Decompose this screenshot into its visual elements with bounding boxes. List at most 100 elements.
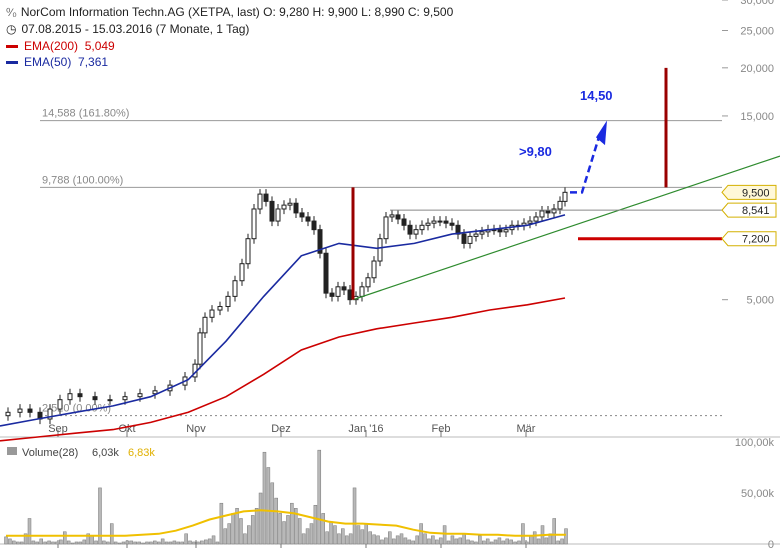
- volume-legend-value: 6,03k: [92, 447, 119, 459]
- volume-bar: [223, 528, 228, 545]
- volume-bar: [254, 508, 259, 545]
- x-tick-label: Mär: [517, 423, 536, 435]
- volume-bar: [423, 533, 427, 545]
- volume-bar: [427, 538, 431, 545]
- candle-body: [275, 208, 281, 222]
- volume-bar: [482, 540, 486, 545]
- candle-body: [551, 208, 557, 214]
- volume-bar: [184, 533, 188, 545]
- volume-bar: [411, 540, 416, 545]
- volume-bar: [133, 541, 137, 545]
- volume-bar: [82, 539, 87, 545]
- candle-body: [293, 202, 299, 214]
- candle-body: [305, 216, 311, 222]
- volume-bar: [384, 537, 388, 545]
- volume-bar: [564, 528, 568, 545]
- volume-legend-icon: [7, 447, 17, 455]
- candle-body: [383, 216, 389, 240]
- candle-body: [152, 390, 158, 395]
- volume-bar: [344, 535, 349, 545]
- volume-bar: [262, 451, 267, 545]
- volume-bar: [329, 521, 333, 545]
- volume-bar: [403, 537, 408, 545]
- volume-bar: [290, 502, 294, 545]
- y-tick-label: 5,000: [746, 295, 774, 307]
- candle-body: [377, 238, 383, 262]
- volume-bar: [368, 531, 372, 545]
- candle-body: [401, 218, 407, 226]
- ema200-line: [0, 297, 566, 442]
- volume-bar: [43, 541, 47, 545]
- volume-bar: [372, 534, 376, 545]
- candle-body: [137, 393, 143, 398]
- volume-bar: [380, 539, 384, 545]
- volume-y-tick-label: 100,00k: [735, 437, 775, 449]
- volume-bar: [12, 540, 16, 545]
- volume-bar: [360, 529, 365, 545]
- volume-bar: [51, 541, 55, 545]
- legend-ema200[interactable]: EMA(200) 5,049: [6, 39, 115, 53]
- volume-bar: [536, 538, 541, 545]
- volume-bar: [274, 497, 278, 545]
- volume-bar: [478, 535, 482, 545]
- price-badge-label: 8,541: [742, 205, 770, 217]
- volume-bar: [94, 540, 98, 545]
- candle-body: [539, 210, 545, 218]
- volume-bar: [78, 541, 83, 545]
- candle-body: [431, 220, 437, 224]
- volume-bar: [102, 540, 106, 545]
- volume-bar: [474, 541, 478, 545]
- volume-bar: [196, 541, 200, 545]
- candle-body: [503, 229, 509, 233]
- candle-body: [413, 229, 419, 235]
- candle-body: [443, 220, 449, 224]
- volume-bar: [450, 535, 455, 545]
- volume-bar: [55, 541, 59, 545]
- volume-bar: [74, 541, 79, 545]
- volume-bar: [348, 533, 353, 545]
- volume-bar: [98, 487, 102, 545]
- volume-bar: [66, 540, 71, 545]
- x-tick-label: Sep: [48, 423, 68, 435]
- volume-bar: [47, 540, 51, 545]
- volume-bar: [35, 541, 40, 545]
- candle-body: [107, 399, 113, 402]
- volume-bar: [458, 537, 463, 545]
- volume-bar: [160, 538, 165, 545]
- candle-body: [407, 224, 413, 235]
- volume-bar: [513, 541, 517, 545]
- volume-bar: [200, 540, 204, 545]
- x-tick-label: Jan '16: [348, 423, 383, 435]
- legend-ema50[interactable]: EMA(50) 7,361: [6, 55, 108, 69]
- volume-bar: [485, 538, 490, 545]
- volume-bar: [180, 541, 184, 545]
- volume-bar: [145, 541, 149, 545]
- volume-bar: [333, 525, 337, 545]
- volume-bar: [493, 539, 498, 545]
- volume-bar: [231, 513, 235, 545]
- candle-body: [311, 220, 317, 231]
- uptrend-line: [352, 155, 780, 301]
- candle-body: [5, 411, 11, 417]
- candle-body: [209, 309, 215, 318]
- volume-bar: [462, 533, 466, 545]
- volume-bar: [239, 518, 243, 545]
- candle-body: [527, 220, 533, 224]
- volume-bar: [391, 538, 396, 545]
- price-badge-label: 9,500: [742, 187, 770, 199]
- candle-body: [419, 224, 425, 231]
- volume-bar: [8, 538, 12, 545]
- candle-body: [347, 289, 353, 301]
- target-annotation: 14,50: [580, 88, 613, 103]
- chart-settings-icon[interactable]: ⁰⁄₀: [6, 7, 17, 19]
- volume-bar: [552, 518, 557, 545]
- volume-bar: [211, 535, 216, 545]
- volume-bar: [395, 535, 400, 545]
- volume-bar: [297, 518, 302, 545]
- price-badge: [721, 202, 777, 218]
- candle-body: [269, 200, 275, 222]
- volume-bar: [525, 541, 529, 545]
- price-badge: [721, 184, 777, 200]
- candle-body: [202, 316, 208, 334]
